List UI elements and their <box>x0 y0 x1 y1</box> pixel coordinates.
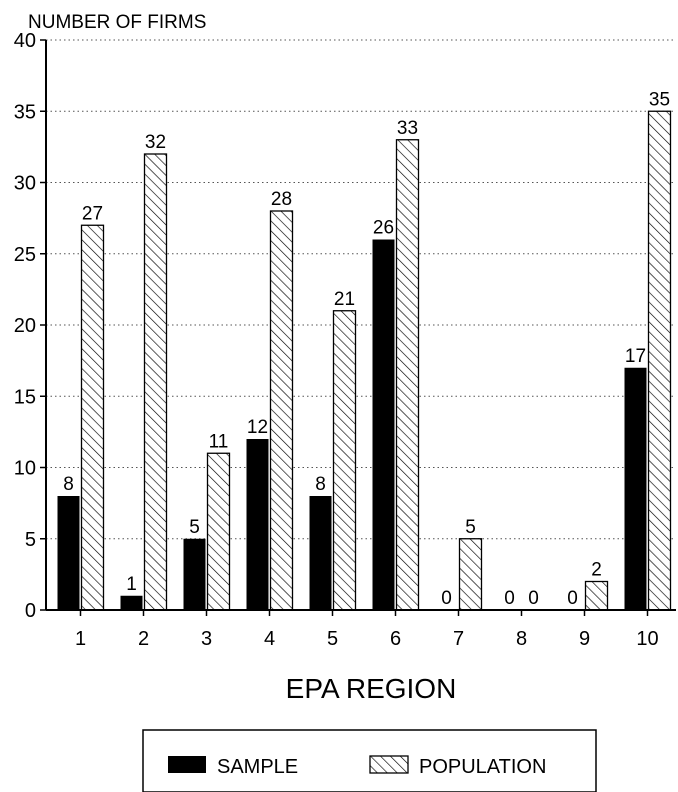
grid <box>46 39 676 540</box>
data-label-population: 2 <box>591 560 602 581</box>
y-tick-label: 5 <box>25 529 36 551</box>
legend: SAMPLE POPULATION <box>142 729 597 792</box>
legend-swatch-population <box>369 755 409 774</box>
bar-population <box>143 153 168 611</box>
y-tick-label: 15 <box>14 386 36 408</box>
legend-box <box>142 729 597 792</box>
data-label-sample: 26 <box>373 218 394 239</box>
x-tick-label: 9 <box>579 628 590 650</box>
x-tick-label: 10 <box>636 628 658 650</box>
bar-sample <box>57 496 80 610</box>
x-tick-label: 2 <box>138 628 149 650</box>
x-tick-label: 3 <box>201 628 212 650</box>
bar-population <box>332 310 357 611</box>
data-label-population: 33 <box>397 118 418 139</box>
bar-sample <box>309 496 332 610</box>
bar-population <box>458 538 483 611</box>
x-tick-label: 6 <box>390 628 401 650</box>
data-label-sample: 5 <box>189 517 200 538</box>
y-tick-label: 35 <box>14 101 36 123</box>
bar-population <box>269 210 294 611</box>
data-label-sample: 12 <box>247 417 268 438</box>
data-label-population: 35 <box>649 89 670 110</box>
x-axis-ticks: 1 2 3 4 5 6 7 8 9 10 <box>75 610 659 650</box>
bar-sample <box>372 239 395 610</box>
data-label-population: 11 <box>209 431 229 452</box>
bar-population <box>395 139 420 611</box>
bar-population <box>80 224 105 611</box>
data-label-sample: 1 <box>126 574 137 595</box>
x-tick-label: 5 <box>327 628 338 650</box>
y-tick-label: 25 <box>14 244 36 266</box>
bar-sample <box>246 439 269 610</box>
y-axis-title: NUMBER OF FIRMS <box>28 12 206 33</box>
legend-swatch-sample <box>168 756 206 773</box>
y-tick-label: 10 <box>14 458 36 480</box>
legend-label-population: POPULATION <box>419 756 546 778</box>
data-label-sample: 0 <box>567 588 578 609</box>
bar-sample <box>624 367 647 610</box>
bar-population <box>206 452 231 611</box>
data-label-sample: 17 <box>625 346 646 367</box>
bar-sample <box>183 538 206 610</box>
x-tick-label: 4 <box>264 628 275 650</box>
data-label-population: 0 <box>528 588 539 609</box>
data-label-sample: 0 <box>441 588 452 609</box>
bar-sample <box>120 595 143 610</box>
bar-population <box>584 580 609 611</box>
data-label-population: 27 <box>82 203 103 224</box>
x-axis-title: EPA REGION <box>286 673 457 704</box>
data-label-population: 21 <box>334 289 355 310</box>
y-axis-ticks: 0 5 10 15 20 25 30 35 40 <box>14 30 46 622</box>
y-tick-label: 0 <box>25 600 36 622</box>
bar-population <box>647 110 672 611</box>
y-tick-label: 20 <box>14 315 36 337</box>
data-label-population: 28 <box>271 189 292 210</box>
data-label-sample: 0 <box>504 588 515 609</box>
x-tick-label: 1 <box>75 628 86 650</box>
data-label-sample: 8 <box>63 474 74 495</box>
data-label-population: 5 <box>465 517 476 538</box>
data-label-population: 32 <box>145 132 166 153</box>
y-tick-label: 30 <box>14 173 36 195</box>
x-tick-label: 7 <box>453 628 464 650</box>
y-tick-label: 40 <box>14 30 36 52</box>
legend-label-sample: SAMPLE <box>217 756 298 778</box>
x-tick-label: 8 <box>516 628 527 650</box>
data-label-sample: 8 <box>315 474 326 495</box>
